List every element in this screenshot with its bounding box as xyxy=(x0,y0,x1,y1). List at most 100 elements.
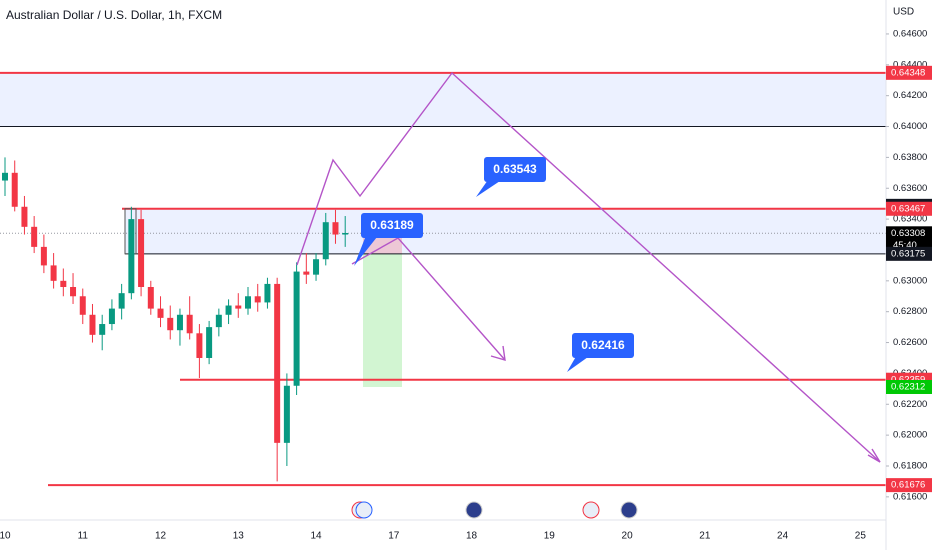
events xyxy=(351,501,638,519)
price-badge xyxy=(886,65,932,80)
countdown: 45:40 xyxy=(893,240,917,251)
callout-label: 0.63189 xyxy=(370,218,414,232)
price-badge-label: 0.62312 xyxy=(891,382,925,393)
y-tick-label: 0.61800 xyxy=(893,461,927,472)
y-tick-label: 0.63000 xyxy=(893,275,927,286)
x-tick-label: 24 xyxy=(777,531,789,542)
candle-body xyxy=(118,293,125,309)
y-tick-label: 0.63600 xyxy=(893,183,927,194)
candle-body xyxy=(2,172,8,181)
callout-label: 0.63543 xyxy=(493,162,537,176)
price-badge-label: 0.61676 xyxy=(891,480,925,491)
x-tick-label: 13 xyxy=(233,531,245,542)
callout-box xyxy=(361,213,423,238)
callout-tail xyxy=(354,233,377,266)
zone xyxy=(0,72,886,127)
y-tick-label: 0.62600 xyxy=(893,337,927,348)
x-tick-label: 11 xyxy=(78,531,89,542)
candle-body xyxy=(157,308,164,318)
candle-body xyxy=(206,327,213,358)
axis-unit: USD xyxy=(893,7,914,18)
arrow-head xyxy=(490,345,506,361)
candle-body xyxy=(235,305,242,309)
x-tick-label: 18 xyxy=(466,531,478,542)
candle-body xyxy=(303,271,310,275)
price-badge-label: 0.63175 xyxy=(891,248,925,259)
price-badge xyxy=(886,379,932,394)
y-tick-label: 0.62200 xyxy=(893,399,927,410)
candle-body xyxy=(274,283,281,443)
y-tick-label: 0.62800 xyxy=(893,306,927,317)
candle-body xyxy=(186,314,193,334)
candle-body xyxy=(60,280,67,288)
candle-body xyxy=(50,265,57,281)
candle-body xyxy=(31,226,38,247)
zone xyxy=(125,208,886,254)
price-badge xyxy=(886,201,932,216)
candle-body xyxy=(264,283,271,303)
candle-body xyxy=(196,333,203,358)
candle-body xyxy=(283,385,290,443)
candle-body xyxy=(99,324,106,335)
target-area xyxy=(363,253,402,387)
candle-body xyxy=(313,259,320,275)
callout-box xyxy=(572,333,634,358)
plot xyxy=(0,71,886,487)
callout-label: 0.62416 xyxy=(581,338,625,352)
y-tick-label: 0.62000 xyxy=(893,430,927,441)
candle-body xyxy=(167,317,174,331)
candle-body xyxy=(70,287,77,297)
candle-body xyxy=(79,296,86,315)
price-badge-label: 0.63308 xyxy=(891,228,925,239)
x-tick-label: 25 xyxy=(855,531,867,542)
candle-body xyxy=(138,219,145,288)
candle-body xyxy=(254,296,261,303)
candle-body xyxy=(21,206,28,227)
y-tick-label: 0.61600 xyxy=(893,491,927,502)
y-tick-label: 0.64200 xyxy=(893,90,927,101)
x-tick-label: 12 xyxy=(155,531,167,542)
price-badge-label: 0.64348 xyxy=(891,67,925,78)
au-event xyxy=(465,501,483,519)
price-badge xyxy=(886,246,932,261)
chart-title: Australian Dollar / U.S. Dollar, 1h, FXC… xyxy=(6,8,222,22)
y-tick-label: 0.63800 xyxy=(893,152,927,163)
candle-body xyxy=(245,296,251,309)
candle-body xyxy=(108,308,115,325)
candle-body xyxy=(322,222,329,260)
y-tick-label: 0.64600 xyxy=(893,28,927,39)
x-tick-label: 10 xyxy=(0,531,11,542)
zigzag xyxy=(296,71,881,463)
arrow-head xyxy=(867,448,881,463)
candle-body xyxy=(225,305,232,315)
candle-body xyxy=(11,172,18,207)
y-tick-label: 0.64400 xyxy=(893,59,927,70)
candle-body xyxy=(147,287,154,309)
us-event xyxy=(582,501,600,519)
y-tick-label: 0.63400 xyxy=(893,214,927,225)
candle-body xyxy=(128,219,135,294)
price-badge xyxy=(886,478,932,493)
price-axis: 0.616000.618000.620000.622000.624000.626… xyxy=(886,28,932,502)
callout-box xyxy=(484,157,546,182)
x-tick-label: 21 xyxy=(699,531,711,542)
x-tick-label: 17 xyxy=(388,531,400,542)
price-badge-label: 0.63467 xyxy=(891,203,925,214)
candle-body xyxy=(293,271,300,386)
y-tick-label: 0.64000 xyxy=(893,121,927,132)
x-tick-label: 19 xyxy=(544,531,556,542)
price-badge-label: 0.62359 xyxy=(891,374,925,385)
candle-body xyxy=(332,222,339,235)
candle-body xyxy=(215,314,222,328)
candle-body xyxy=(40,246,47,266)
candle-body xyxy=(176,314,183,331)
x-tick-label: 14 xyxy=(310,531,322,542)
candle-body xyxy=(89,314,96,335)
us-event xyxy=(355,501,373,519)
x-tick-label: 20 xyxy=(622,531,634,542)
candle-body xyxy=(342,232,349,235)
au-event xyxy=(620,501,638,519)
